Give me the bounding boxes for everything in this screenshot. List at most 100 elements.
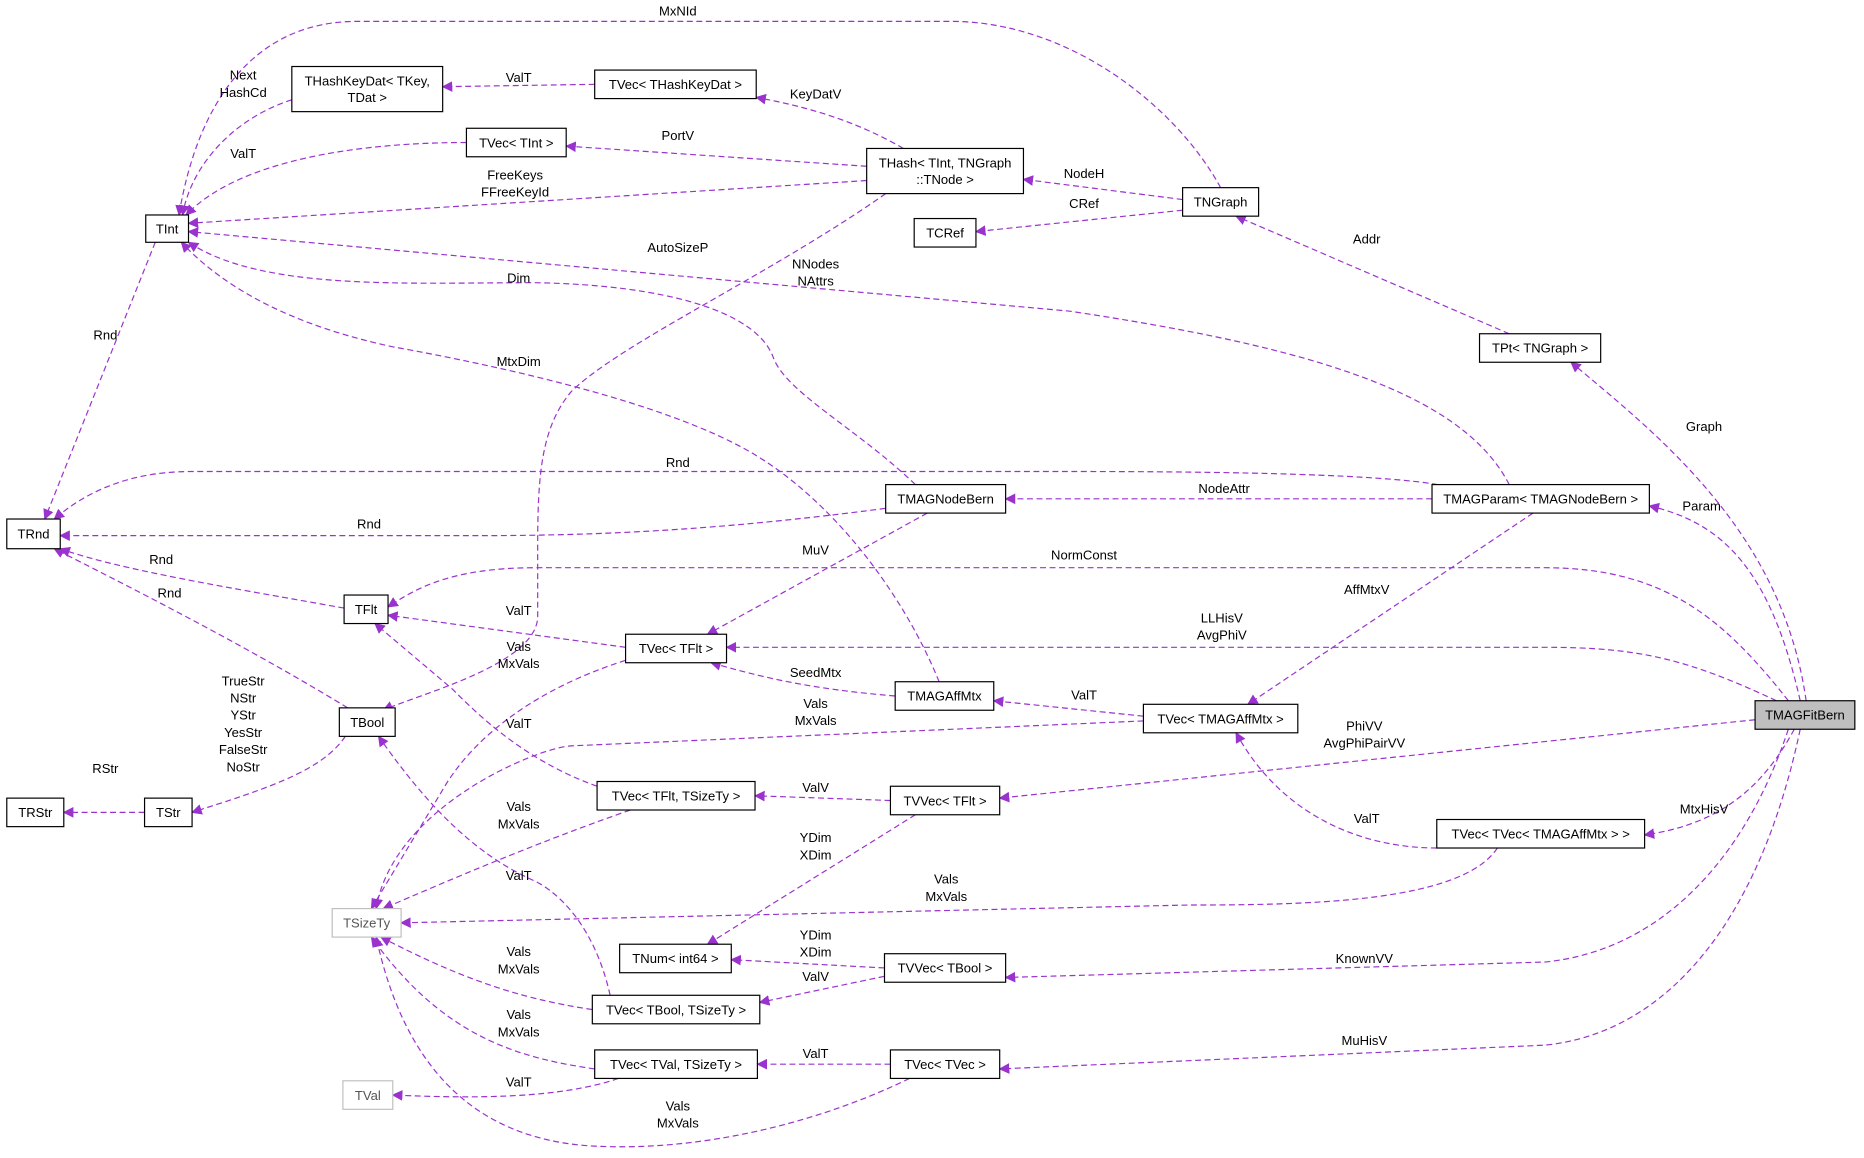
edge-line (441, 81, 595, 92)
class-node-TCRef[interactable]: TCRef (913, 217, 977, 248)
edge-label: MxVals (498, 1024, 540, 1039)
edge-label: Vals (506, 799, 531, 814)
edge-label: Rnd (149, 552, 173, 567)
edge-line (753, 790, 891, 802)
class-node-TBool[interactable]: TBool (338, 707, 396, 737)
edge-TVVecTBool-to-TNumInt64: YDim XDim (730, 927, 885, 969)
edge-label: NNodes (792, 256, 840, 271)
edge-TMAGFitBern-to-TVecTFlt: LLHisV AvgPhiV (725, 610, 1777, 702)
class-node-TVecTVec[interactable]: TVec< TVec > (889, 1049, 1001, 1080)
class-node-label: TVec< TFlt, TSizeTy > (612, 789, 741, 804)
edge-TVecTVecTMAGAffMtx-to-TVecTMAGAffMtx: ValT (1235, 731, 1437, 849)
class-node-TVecTFltTSizeTy[interactable]: TVec< TFlt, TSizeTy > (596, 780, 756, 811)
edge-label: FreeKeys (487, 167, 543, 182)
edge-TMAGFitBern-to-TVVecTFlt: PhiVV AvgPhiPairVV (998, 718, 1756, 803)
edge-label: TrueStr (222, 673, 266, 688)
edge-label: ValT (230, 146, 256, 161)
class-node-label: TBool (350, 715, 384, 730)
edge-TVecTInt-to-TInt: ValT (185, 141, 467, 216)
class-node-TRStr[interactable]: TRStr (6, 797, 65, 828)
edge-THash-to-TInt: FreeKeys FFreeKeyId (187, 167, 867, 229)
class-node-TStr[interactable]: TStr (143, 797, 193, 828)
class-node-label: TVec< TVec > (904, 1057, 986, 1072)
edge-line (370, 659, 626, 910)
edge-label: Rnd (666, 455, 690, 470)
class-node-label: TPt< TNGraph > (1492, 341, 1588, 356)
edge-TBool-to-TStr: TrueStr NStr YStr YesStr FalseStr NoStr (191, 673, 346, 815)
edge-label: XDim (800, 847, 832, 862)
class-node-label: TVec< TInt > (479, 135, 553, 150)
edge-label: NodeAttr (1198, 481, 1250, 496)
edge-label: ValT (506, 70, 532, 85)
edge-label: NormConst (1051, 547, 1117, 562)
edge-label: Vals (934, 872, 959, 887)
class-node-TMAGNodeBern[interactable]: TMAGNodeBern (885, 483, 1007, 514)
class-node-TVal[interactable]: TVal (342, 1080, 394, 1110)
class-node-label: TNum< int64 > (632, 951, 718, 966)
edge-TMAGParam-to-TInt: NNodes NAttrs (187, 227, 1510, 485)
edge-line (565, 141, 867, 167)
edge-label: XDim (800, 945, 832, 960)
class-node-label: ::TNode > (916, 172, 974, 187)
edge-label: NodeH (1064, 166, 1105, 181)
edge-label: ValT (1354, 811, 1380, 826)
edge-label: Dim (507, 271, 530, 286)
edge-label: MxVals (925, 889, 967, 904)
edge-label: AvgPhiPairVV (1323, 736, 1405, 751)
class-node-TSizeTy[interactable]: TSizeTy (331, 907, 402, 938)
edge-TVecTMAGAffMtx-to-TMAGAffMtx: ValT (992, 688, 1144, 717)
edge-line (370, 936, 595, 1070)
class-node-TNumInt64[interactable]: TNum< int64 > (619, 943, 732, 974)
edge-line (382, 193, 887, 712)
edge-label: Next (230, 68, 257, 83)
edge-line (386, 611, 626, 648)
class-node-label: TNGraph (1194, 195, 1248, 210)
class-node-label: TVal (355, 1088, 381, 1103)
edge-label: ValT (506, 603, 532, 618)
class-node-TVecTValTSizeTy[interactable]: TVec< TVal, TSizeTy > (594, 1049, 759, 1080)
class-node-TPt[interactable]: TPt< TNGraph > (1478, 333, 1602, 363)
class-node-TVecTHashKeyDat[interactable]: TVec< THashKeyDat > (594, 69, 757, 100)
edge-TMAGAffMtx-to-TVecTFlt: SeedMtx (710, 660, 896, 697)
class-node-THash[interactable]: THash< TInt, TNGraph::TNode > (866, 147, 1025, 195)
class-node-TVVecTFlt[interactable]: TVVec< TFlt > (889, 785, 1001, 816)
edge-label: KnownVV (1336, 951, 1394, 966)
edge-TVecTValTSizeTy-to-TSizeTy: Vals MxVals (370, 936, 595, 1070)
edge-label: Graph (1686, 419, 1722, 434)
class-node-TMAGAffMtx[interactable]: TMAGAffMtx (894, 681, 995, 711)
class-node-TMAGParam[interactable]: TMAGParam< TMAGNodeBern > (1431, 483, 1650, 514)
class-node-TFlt[interactable]: TFlt (343, 594, 389, 625)
class-node-TVecTMAGAffMtx[interactable]: TVec< TMAGAffMtx > (1142, 703, 1299, 734)
edge-TVecTBoolTSizeTy-to-TBool: ValT (377, 735, 611, 996)
class-node-TVVecTBool[interactable]: TVVec< TBool > (883, 953, 1007, 983)
edge-label: Vals (506, 639, 531, 654)
edge-TVecTValTSizeTy-to-TVal: ValT (391, 1075, 619, 1101)
edge-label: MxVals (498, 816, 540, 831)
class-node-TVecTBoolTSizeTy[interactable]: TVec< TBool, TSizeTy > (591, 994, 761, 1025)
edge-label: Vals (666, 1098, 691, 1113)
edge-line (374, 622, 598, 787)
class-node-TInt[interactable]: TInt (145, 214, 190, 243)
edge-line (59, 507, 886, 541)
edge-label: Rnd (357, 517, 381, 532)
edge-TNGraph-to-TCRef: CRef (974, 196, 1183, 236)
edge-TMAGFitBern-to-TFlt: NormConst (387, 547, 1789, 702)
edge-TVecTFltTSizeTy-to-TSizeTy: Vals MxVals (382, 799, 631, 910)
edge-label: MxVals (498, 961, 540, 976)
class-node-TRnd[interactable]: TRnd (6, 518, 61, 550)
class-node-TVecTInt[interactable]: TVec< TInt > (465, 127, 567, 158)
class-node-label: TVec< TMAGAffMtx > (1157, 711, 1283, 726)
edge-THash-to-TBool: AutoSizeP (382, 193, 887, 712)
class-node-label: TMAGFitBern (1765, 708, 1845, 723)
edge-line (758, 975, 885, 1006)
edge-TMAGNodeBern-to-TInt: Dim (187, 241, 916, 486)
edge-line (180, 241, 940, 682)
class-node-THashKeyDat[interactable]: THashKeyDat< TKey,TDat > (291, 65, 444, 113)
edge-label: MuV (802, 543, 829, 558)
class-node-TVecTFlt[interactable]: TVec< TFlt > (624, 633, 728, 664)
edge-line (53, 548, 348, 709)
class-node-TVecTVecTMAGAffMtx[interactable]: TVec< TVec< TMAGAffMtx > > (1436, 818, 1646, 849)
edge-line (400, 847, 1498, 928)
edge-TVecTVecTMAGAffMtx-to-TSizeTy: Vals MxVals (400, 847, 1498, 928)
class-node-TNGraph[interactable]: TNGraph (1182, 187, 1260, 217)
